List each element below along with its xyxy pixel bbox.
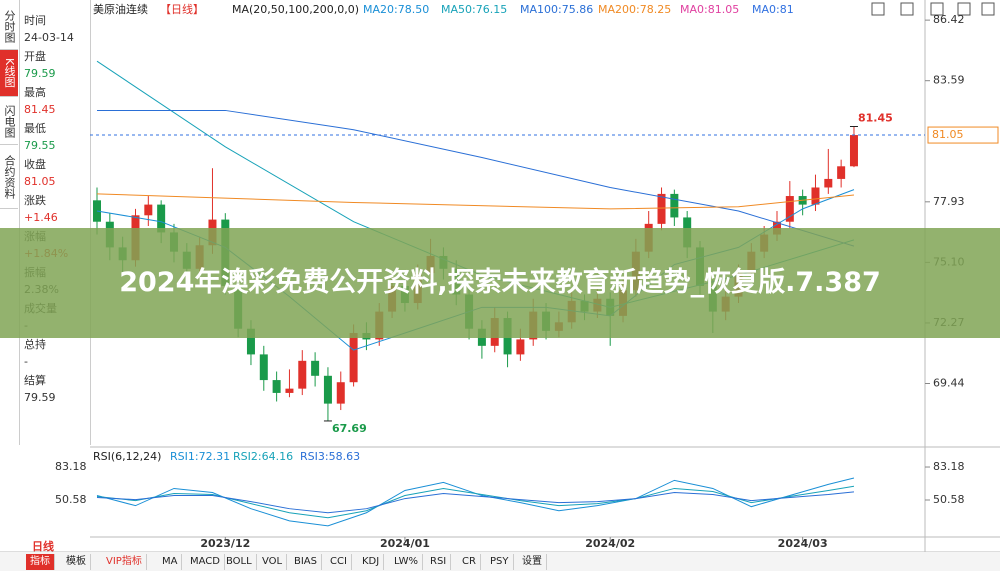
info-value: 24-03-14 <box>24 31 74 44</box>
ma-legend: MA50:76.15 <box>441 3 507 16</box>
bottom-tab[interactable]: MA <box>158 554 183 570</box>
info-label: 时间 <box>24 14 46 27</box>
ma-legend: MA200:78.25 <box>598 3 671 16</box>
info-label: 结算 <box>24 374 46 387</box>
candle-body <box>285 388 294 393</box>
rsi-legend: RSI2:64.16 <box>233 450 293 463</box>
info-label: 最低 <box>24 122 46 135</box>
candle-body <box>144 204 153 216</box>
bottom-tab[interactable]: LW% <box>390 554 424 570</box>
x-tick-label: 2024/03 <box>778 537 828 550</box>
rsi-tick-label: 50.58 <box>933 493 965 506</box>
candle-body <box>811 187 820 205</box>
info-label: 开盘 <box>24 50 46 63</box>
toolbar-icons[interactable] <box>871 2 995 16</box>
candle-body <box>670 193 679 218</box>
period: 【日线】 <box>160 2 204 16</box>
side-tab[interactable]: 合约资料 <box>0 146 18 209</box>
candle-body <box>259 354 268 381</box>
icon[interactable] <box>981 2 995 16</box>
bottom-tab[interactable]: BOLL <box>222 554 257 570</box>
bottom-bar: 日线 指标 模板 VIP指标 MA MACD BOLL VOL BIAS CCI KDJ LW% RSI… <box>0 540 1000 571</box>
info-label: 涨跌 <box>24 194 46 207</box>
ma-legend: MA0:81.05 <box>680 3 739 16</box>
icon[interactable] <box>900 2 914 16</box>
bottom-tab[interactable]: RSI <box>426 554 452 570</box>
info-value: 81.05 <box>24 175 56 188</box>
rsi-legend: RSI1:72.31 <box>170 450 230 463</box>
bottom-tab[interactable]: 模板 <box>62 554 91 570</box>
candle-body <box>785 196 794 222</box>
candle-body <box>657 193 666 224</box>
ma-setting: MA(20,50,100,200,0,0) <box>232 3 359 16</box>
y-tick-label: 77.93 <box>933 195 965 208</box>
icon[interactable] <box>957 2 971 16</box>
last-price-label: 81.05 <box>932 128 964 141</box>
last-price-box <box>927 126 999 144</box>
tab-border <box>19 0 20 445</box>
low-label: 67.69 <box>332 422 367 435</box>
rsi-title: RSI(6,12,24) <box>93 450 161 463</box>
ma-legend: MA100:75.86 <box>520 3 593 16</box>
symbol: 美原油连续 <box>93 2 148 16</box>
candle-body <box>824 178 833 188</box>
rsi-line <box>96 491 855 514</box>
rsi-tick-label-left: 50.58 <box>55 493 87 506</box>
info-value: 81.45 <box>24 103 56 116</box>
info-value: +1.46 <box>24 211 58 224</box>
bottom-tab[interactable]: 设置 <box>518 554 547 570</box>
high-label: 81.45 <box>858 111 893 124</box>
candle-body <box>516 339 525 355</box>
candle-body <box>336 382 345 404</box>
info-value: 79.55 <box>24 139 56 152</box>
y-tick-label: 83.59 <box>933 74 965 87</box>
icon[interactable] <box>871 2 885 16</box>
info-label: 总持 <box>24 338 46 351</box>
bottom-tab[interactable]: VIP指标 <box>102 554 147 570</box>
candle-body <box>837 166 846 179</box>
candle-body <box>323 375 332 404</box>
period-select[interactable]: 日线 <box>32 540 54 553</box>
bottom-tab[interactable]: KDJ <box>358 554 385 570</box>
ma-line <box>97 109 855 247</box>
info-value: 79.59 <box>24 391 56 404</box>
banner: 2024年澳彩免费公开资料,探索未来教育新趋势_恢复版.7.387 <box>0 228 1000 338</box>
rsi-legend: RSI3:58.63 <box>300 450 360 463</box>
info-label: 收盘 <box>24 158 46 171</box>
side-tab[interactable]: K线图 <box>0 50 18 97</box>
candle-body <box>298 360 307 389</box>
info-value: - <box>24 355 28 368</box>
ma-line <box>96 193 855 210</box>
x-tick-label: 2024/01 <box>380 537 430 550</box>
candle-body <box>349 333 358 383</box>
bottom-tab[interactable]: BIAS <box>290 554 322 570</box>
info-value: 79.59 <box>24 67 56 80</box>
side-tab[interactable]: 闪电图 <box>0 98 18 145</box>
bottom-tab[interactable]: MACD <box>186 554 225 570</box>
candle-body <box>272 380 281 393</box>
candle-body <box>849 135 858 167</box>
info-label: 最高 <box>24 86 46 99</box>
bottom-tab[interactable]: VOL <box>258 554 288 570</box>
bottom-tab[interactable]: CR <box>458 554 481 570</box>
candle-body <box>246 328 255 355</box>
ma-legend: MA20:78.50 <box>363 3 429 16</box>
x-tick-label: 2023/12 <box>200 537 250 550</box>
rsi-tick-label: 83.18 <box>933 460 965 473</box>
x-tick-label: 2024/02 <box>585 537 635 550</box>
y-tick-label: 69.44 <box>933 377 965 390</box>
rsi-line <box>96 477 855 527</box>
side-tab[interactable]: 分时图 <box>0 3 18 50</box>
y-tick-label: 86.42 <box>933 13 965 26</box>
ma-legend: MA0:81 <box>752 3 794 16</box>
bottom-tab[interactable]: PSY <box>486 554 514 570</box>
bottom-tab[interactable]: 指标 <box>26 554 55 570</box>
candle-body <box>157 204 166 233</box>
icon[interactable] <box>930 2 944 16</box>
rsi-tick-label-left: 83.18 <box>55 460 87 473</box>
candle-body <box>311 360 320 376</box>
bottom-tab[interactable]: CCI <box>326 554 352 570</box>
